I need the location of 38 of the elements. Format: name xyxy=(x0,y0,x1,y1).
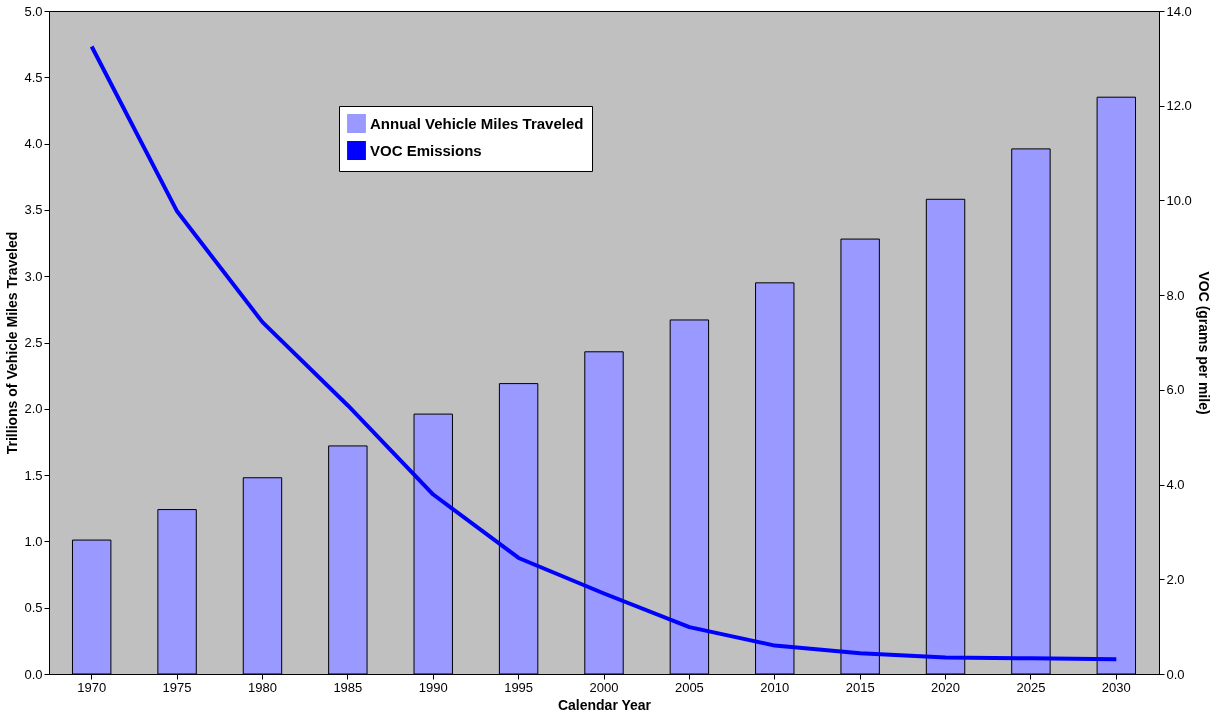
x-tick-label: 2030 xyxy=(1101,679,1131,695)
x-tick-label: 1990 xyxy=(418,679,448,695)
y-tick-label: 1.5 xyxy=(24,467,43,483)
y-tick-label: 2.5 xyxy=(24,335,43,350)
legend-label: Annual Vehicle Miles Traveled xyxy=(370,114,584,132)
y2-tick-label: 4.0 xyxy=(1166,477,1185,493)
y-tick-label: 3.0 xyxy=(24,268,43,284)
x-tick-label: 1975 xyxy=(162,679,192,695)
x-tick-label: 1980 xyxy=(248,679,277,695)
y-tick-label: 5.0 xyxy=(24,3,43,19)
y-tick-label: 4.0 xyxy=(24,136,43,152)
y-tick-label: 2.0 xyxy=(24,401,43,417)
y-tick-label: 3.5 xyxy=(24,202,43,218)
x-tick-label: 1970 xyxy=(77,679,107,695)
y2-tick-label: 8.0 xyxy=(1166,287,1185,303)
line-series xyxy=(89,44,1119,662)
y2-tick-label: 0.0 xyxy=(1166,666,1185,682)
y-tick-label: 0.5 xyxy=(24,600,43,616)
x-tick-label: 2005 xyxy=(674,679,704,695)
y-axis-title: Trillions of Vehicle Miles Traveled xyxy=(4,231,21,455)
legend-label: VOC Emissions xyxy=(370,141,482,159)
y2-tick-label: 6.0 xyxy=(1166,382,1185,398)
y-tick-label: 4.5 xyxy=(24,69,43,85)
x-tick-label: 2020 xyxy=(931,679,960,695)
y-tick-label: 1.0 xyxy=(24,533,43,549)
x-tick-label: 2015 xyxy=(845,679,875,695)
x-tick-label: 2000 xyxy=(589,679,619,695)
y-tick-label: 0.0 xyxy=(24,666,43,682)
y2-tick-label: 10.0 xyxy=(1166,192,1192,208)
x-tick-label: 2025 xyxy=(1016,679,1046,695)
x-tick-label: 1995 xyxy=(504,679,534,695)
x-tick-label: 1985 xyxy=(333,679,363,695)
y2-axis-title: VOC (grams per mile) xyxy=(1195,271,1212,415)
y2-tick-label: 14.0 xyxy=(1166,3,1192,19)
y2-tick-label: 2.0 xyxy=(1166,571,1185,587)
x-axis-title: Calendar Year xyxy=(557,696,652,713)
x-tick-label: 2010 xyxy=(760,679,790,695)
y2-tick-label: 12.0 xyxy=(1166,98,1192,114)
